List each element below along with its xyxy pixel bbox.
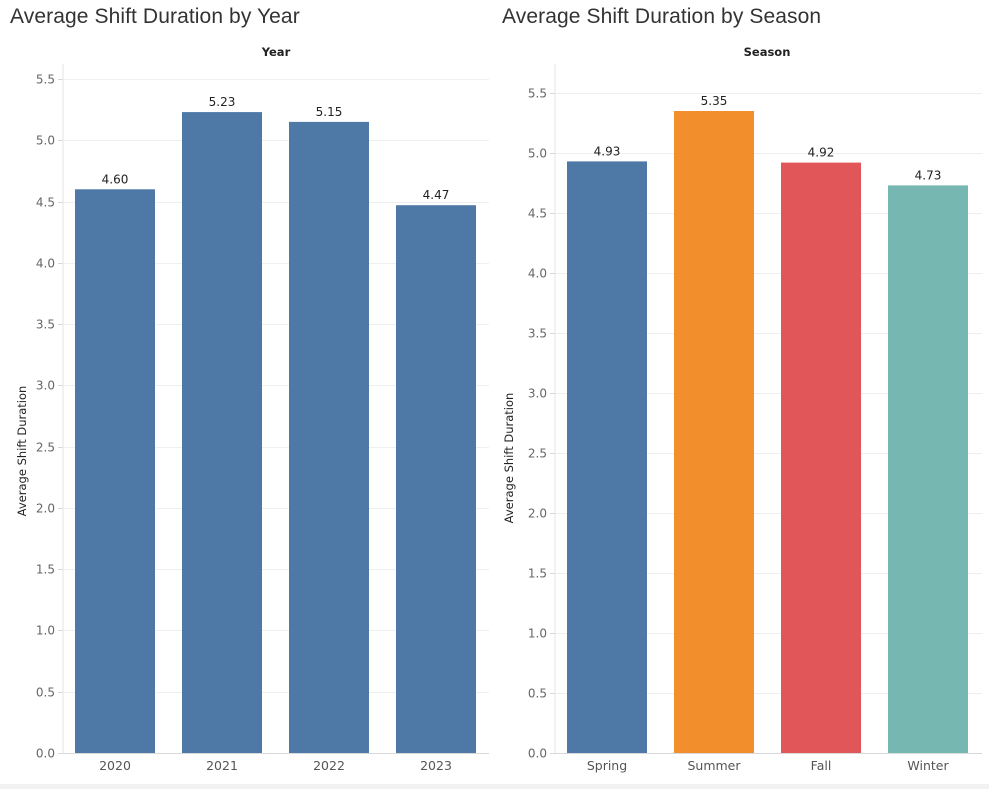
y-tick-label: 4.5: [36, 196, 55, 210]
data-label: 4.92: [808, 146, 835, 160]
bar[interactable]: [75, 189, 155, 754]
y-tick-label: 4.5: [528, 207, 547, 221]
data-label: 5.15: [316, 105, 343, 119]
bar[interactable]: [289, 121, 369, 753]
y-tick-label: 1.5: [528, 567, 547, 581]
y-tick-label: 2.0: [36, 502, 55, 516]
chart-title: Average Shift Duration by Season: [502, 5, 822, 28]
y-tick-label: 5.5: [528, 87, 547, 101]
bar[interactable]: [781, 162, 861, 754]
bar[interactable]: [888, 185, 968, 753]
bar[interactable]: [396, 205, 476, 754]
y-tick-label: 0.5: [36, 686, 55, 700]
x-tick-label: Fall: [811, 758, 832, 773]
data-label: 5.23: [209, 95, 236, 109]
bar-chart-season: Season 0.0 0.5 1.0 1.5 2.0 2.5 3.0 3.5 4.0 4.5 5.0 5…: [502, 45, 982, 773]
y-axis-title: Average Shift Duration: [15, 386, 29, 517]
data-label: 4.73: [915, 168, 942, 182]
y-tick-label: 3.0: [36, 379, 55, 393]
chart-panel-season: Average Shift Duration by Season Season 0…: [494, 0, 989, 789]
y-axis-title: Average Shift Duration: [502, 393, 516, 524]
column-header: Year: [261, 45, 291, 59]
y-tick-label: 1.5: [36, 563, 55, 577]
y-tick-label: 1.0: [528, 627, 547, 641]
chart-panel-year: Average Shift Duration by Year Year 0.0 0.…: [0, 0, 494, 789]
x-tick-label: Winter: [907, 758, 949, 773]
y-tick-label: 5.0: [36, 134, 55, 148]
y-tick-label: 3.5: [36, 318, 55, 332]
y-tick-label: 4.0: [36, 257, 55, 271]
bar[interactable]: [674, 111, 754, 753]
y-tick-label: 2.5: [36, 441, 55, 455]
x-tick-label: 2020: [99, 758, 131, 773]
y-tick-label: 2.5: [528, 447, 547, 461]
bottom-strip: [0, 784, 989, 789]
y-tick-label: 0.0: [36, 747, 55, 761]
y-tick-label: 3.0: [528, 387, 547, 401]
column-header: Season: [744, 45, 791, 59]
x-tick-label: 2022: [313, 758, 345, 773]
y-tick-label: 4.0: [528, 267, 547, 281]
data-label: 5.35: [701, 94, 728, 108]
bar-chart-year: Year 0.0 0.5 1.0 1.5 2.0 2.5 3.0 3.5 4.0 4.5 5.0 5.5…: [15, 45, 489, 773]
chart-title: Average Shift Duration by Year: [10, 5, 300, 28]
y-tick-label: 5.5: [36, 73, 55, 87]
x-tick-label: Summer: [687, 758, 741, 773]
y-tick-label: 2.0: [528, 507, 547, 521]
y-tick-label: 5.0: [528, 147, 547, 161]
x-tick-label: Spring: [587, 758, 627, 773]
bar[interactable]: [567, 161, 647, 753]
data-label: 4.93: [594, 144, 621, 158]
y-tick-label: 0.5: [528, 687, 547, 701]
data-label: 4.47: [423, 188, 450, 202]
y-tick-label: 0.0: [528, 747, 547, 761]
y-tick-label: 1.0: [36, 624, 55, 638]
data-label: 4.60: [102, 172, 129, 186]
x-tick-label: 2023: [420, 758, 452, 773]
x-tick-label: 2021: [206, 758, 238, 773]
y-tick-label: 3.5: [528, 327, 547, 341]
bar[interactable]: [182, 112, 262, 753]
